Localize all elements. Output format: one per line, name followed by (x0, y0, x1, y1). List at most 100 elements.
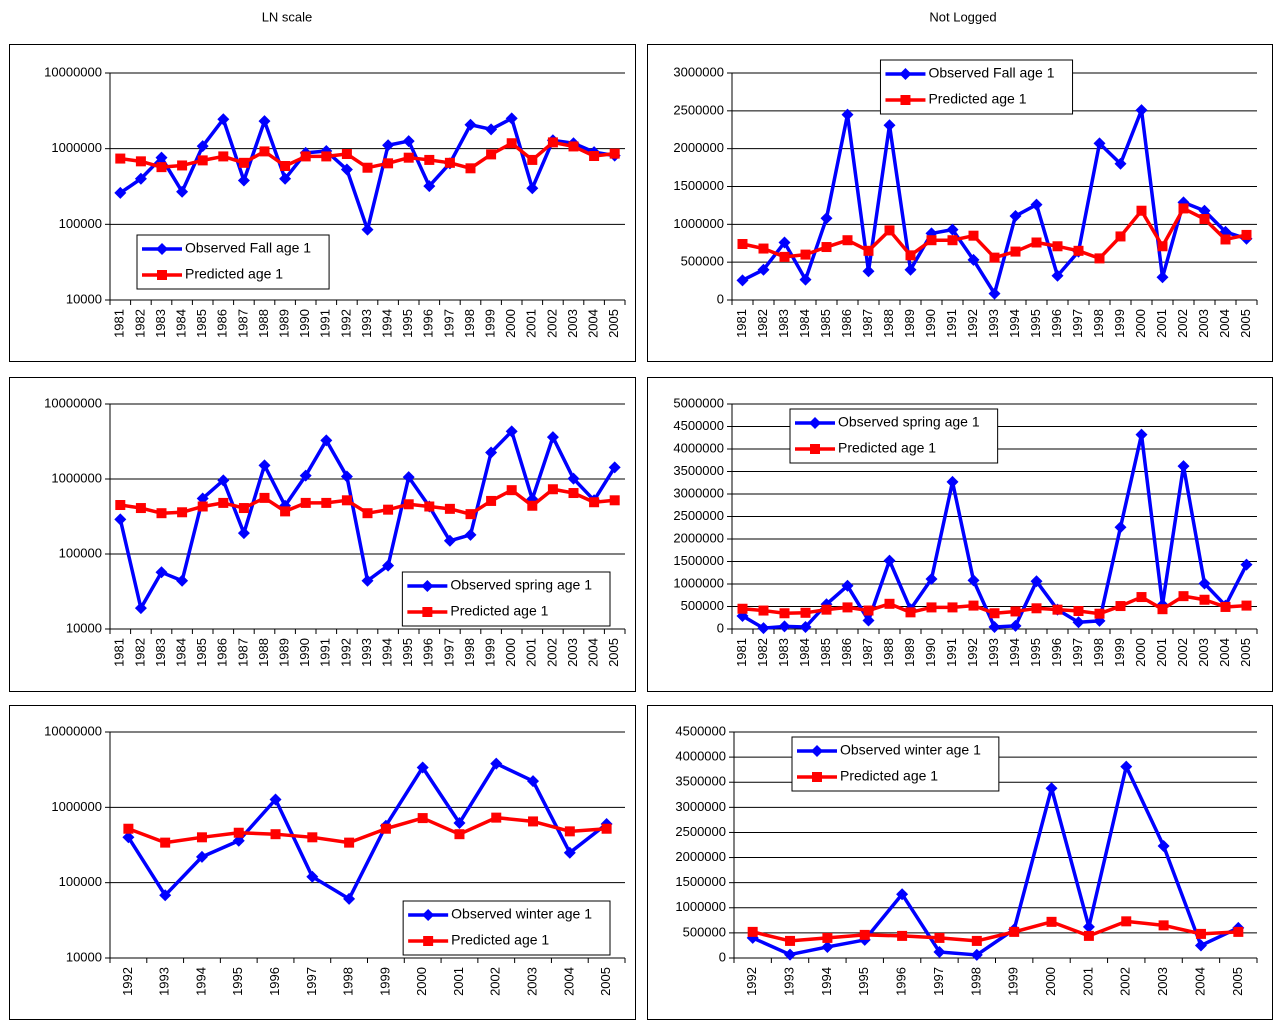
marker (134, 172, 147, 185)
marker (465, 163, 476, 174)
marker (527, 500, 538, 511)
marker (988, 287, 1001, 300)
marker (237, 527, 250, 540)
marker (343, 892, 356, 905)
marker (159, 889, 172, 902)
legend-label: Observed winter age 1 (451, 906, 592, 922)
marker (900, 95, 911, 105)
marker (195, 850, 208, 863)
marker (812, 772, 822, 782)
y-tick-label: 4000000 (673, 440, 724, 455)
marker (232, 834, 245, 847)
x-tick-label: 1999 (1112, 309, 1127, 338)
x-tick-label: 1986 (215, 309, 230, 338)
marker (968, 230, 979, 241)
x-tick-label: 1986 (839, 638, 854, 667)
marker (259, 146, 270, 157)
marker (1120, 760, 1133, 773)
marker (218, 151, 229, 162)
x-tick-label: 1992 (744, 967, 759, 996)
chart: 0 500000 1000000 1500000 2000000 2500000 30000… (647, 705, 1273, 1020)
marker (779, 251, 790, 262)
marker (1198, 204, 1211, 217)
marker (883, 119, 896, 132)
marker (423, 180, 436, 193)
marker (925, 573, 938, 586)
marker (946, 475, 959, 488)
marker (197, 501, 208, 512)
marker (1194, 939, 1207, 952)
x-tick-label: 1982 (755, 309, 770, 338)
marker (1052, 241, 1063, 252)
marker (259, 492, 270, 503)
marker (114, 513, 127, 526)
marker (1030, 198, 1043, 211)
marker (527, 775, 540, 788)
marker (300, 151, 311, 162)
legend-label: Predicted age 1 (185, 266, 283, 282)
legend-label: Predicted age 1 (450, 603, 548, 619)
x-tick-label: 1995 (400, 309, 415, 338)
x-tick-label: 1981 (734, 309, 749, 338)
x-tick-label: 2005 (1238, 638, 1253, 667)
marker (280, 161, 291, 172)
marker (506, 138, 517, 149)
marker (321, 497, 332, 508)
marker (1135, 428, 1148, 441)
series-line (752, 919, 1239, 943)
marker (841, 108, 854, 121)
marker (1073, 606, 1084, 616)
marker (156, 162, 167, 173)
marker (1199, 214, 1210, 225)
x-tick-label: 1993 (157, 967, 172, 996)
marker (402, 471, 415, 484)
legend-box (402, 900, 611, 956)
y-tick-label: 100000 (59, 216, 102, 231)
marker (1157, 604, 1168, 615)
chart-frame (9, 377, 636, 692)
marker (568, 141, 579, 152)
legend-box (401, 571, 611, 627)
marker (279, 172, 292, 185)
marker (1083, 930, 1094, 941)
marker (967, 574, 980, 587)
x-tick-label: 1990 (923, 638, 938, 667)
y-tick-label: 4500000 (673, 418, 724, 433)
marker (821, 242, 832, 253)
y-tick-label: 3500000 (673, 463, 724, 478)
marker (238, 503, 249, 514)
x-tick-label: 1983 (153, 309, 168, 338)
marker (485, 446, 498, 459)
marker (1198, 577, 1211, 590)
x-tick-label: 1991 (944, 638, 959, 667)
legend-box (789, 408, 999, 464)
marker (1009, 210, 1022, 223)
marker (1199, 594, 1210, 605)
x-tick-label: 1989 (277, 309, 292, 338)
marker (841, 579, 854, 592)
marker (1114, 157, 1127, 170)
marker (258, 459, 271, 472)
chart: 10000 100000 1000000 10000000 1992 1993 1994 19… (9, 705, 636, 1020)
marker (233, 827, 244, 838)
x-tick-label: 2002 (488, 967, 503, 996)
legend: Observed winter age 1 Predicted age 1 (791, 736, 1000, 792)
x-tick-label: 1983 (776, 638, 791, 667)
marker (971, 935, 982, 946)
legend-label: Observed Fall age 1 (928, 65, 1054, 81)
x-tick-label: 1983 (776, 309, 791, 338)
marker (905, 250, 916, 261)
x-tick-label: 1997 (441, 638, 456, 667)
x-tick-label: 1997 (441, 309, 456, 338)
marker (155, 151, 168, 164)
x-tick-label: 2001 (1080, 967, 1095, 996)
marker (491, 812, 502, 823)
y-tick-label: 0 (717, 291, 724, 306)
marker (506, 485, 517, 496)
marker (156, 243, 168, 255)
x-tick-label: 1989 (902, 309, 917, 338)
x-tick-label: 1994 (380, 309, 395, 338)
marker (135, 503, 146, 514)
y-tick-label: 10000 (66, 620, 102, 635)
